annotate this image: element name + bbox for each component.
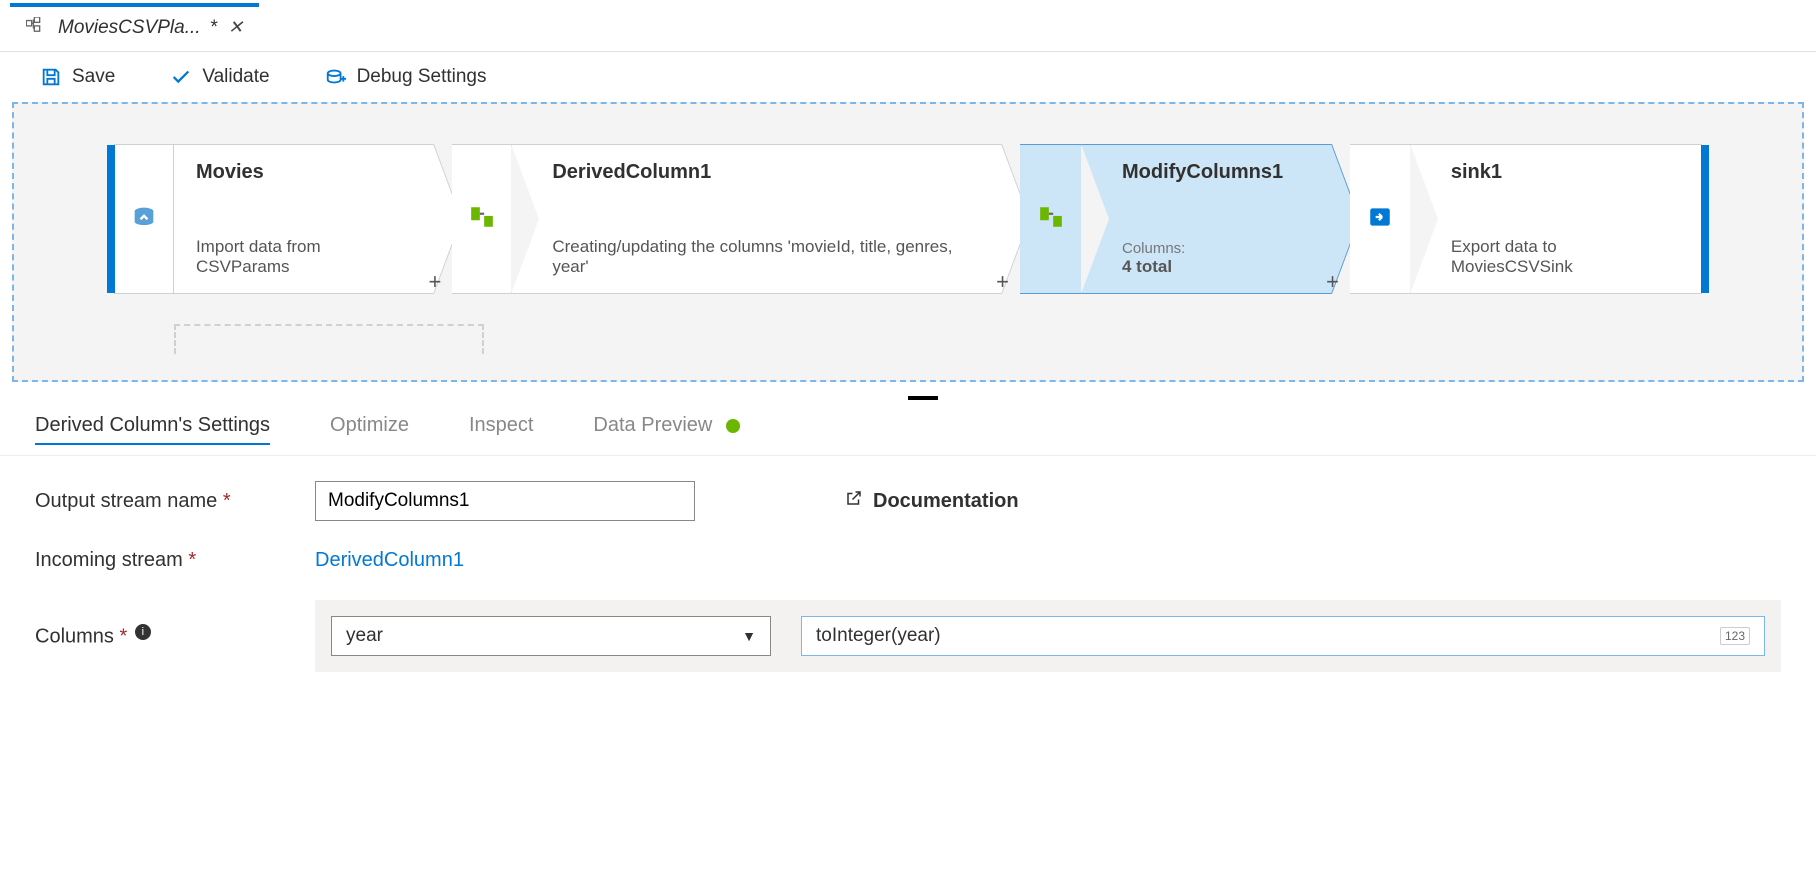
- node-sink1[interactable]: sink1 Export data to MoviesCSVSink: [1350, 144, 1702, 294]
- new-branch-placeholder[interactable]: [174, 324, 484, 354]
- validate-button[interactable]: Validate: [170, 66, 269, 88]
- active-tab[interactable]: MoviesCSVPla... * ✕: [10, 3, 259, 49]
- source-icon: [130, 203, 158, 236]
- derived-column-settings-panel: Output stream name * Documentation Incom…: [0, 456, 1816, 725]
- expression-value: toInteger(year): [816, 625, 941, 647]
- incoming-stream-label: Incoming stream *: [35, 549, 285, 572]
- required-indicator: *: [223, 490, 231, 512]
- columns-row: year ▼ toInteger(year) 123: [315, 600, 1781, 672]
- add-transform-button[interactable]: +: [1326, 269, 1339, 295]
- required-indicator: *: [188, 549, 196, 571]
- validate-label: Validate: [202, 66, 269, 88]
- node-title: sink1: [1451, 161, 1679, 184]
- tab-data-preview[interactable]: Data Preview: [593, 414, 740, 445]
- output-stream-name-label: Output stream name *: [35, 490, 285, 513]
- tab-optimize[interactable]: Optimize: [330, 414, 409, 445]
- derived-column-icon: [1038, 204, 1064, 235]
- save-icon: [40, 66, 62, 88]
- chevron-down-icon: ▼: [742, 628, 756, 644]
- debug-settings-button[interactable]: Debug Settings: [325, 66, 487, 88]
- documentation-link[interactable]: Documentation: [845, 489, 1019, 513]
- columns-label: Columns * i: [35, 624, 285, 649]
- node-title: DerivedColumn1: [552, 161, 979, 184]
- expression-input[interactable]: toInteger(year) 123: [801, 616, 1765, 656]
- tab-dirty-indicator: *: [211, 17, 218, 39]
- dataflow-icon: [26, 17, 48, 38]
- node-modifycolumns1[interactable]: ModifyColumns1 Columns: 4 total +: [1020, 144, 1332, 294]
- add-transform-button[interactable]: +: [428, 269, 441, 295]
- documentation-label: Documentation: [873, 490, 1019, 513]
- settings-tabs: Derived Column's Settings Optimize Inspe…: [0, 404, 1816, 456]
- toolbar: Save Validate Debug Settings: [0, 52, 1816, 102]
- columns-label: Columns:: [1122, 240, 1309, 257]
- node-subtitle: Import data from CSVParams: [196, 237, 411, 277]
- tab-data-preview-label: Data Preview: [593, 414, 712, 436]
- output-stream-name-input[interactable]: [315, 481, 695, 521]
- debug-active-indicator-icon: [726, 419, 740, 433]
- close-icon[interactable]: ✕: [228, 17, 243, 38]
- node-title: Movies: [196, 161, 411, 184]
- panel-splitter[interactable]: [0, 394, 1816, 404]
- save-button[interactable]: Save: [40, 66, 115, 88]
- sink-accent: [1701, 145, 1709, 293]
- add-transform-button[interactable]: +: [996, 269, 1009, 295]
- dataflow-canvas[interactable]: Movies Import data from CSVParams + Deri…: [12, 102, 1804, 382]
- columns-count: 4 total: [1122, 257, 1172, 276]
- node-title: ModifyColumns1: [1122, 161, 1309, 184]
- info-icon[interactable]: i: [135, 624, 151, 640]
- node-subtitle: Export data to MoviesCSVSink: [1451, 237, 1679, 277]
- sink-icon: [1367, 204, 1393, 235]
- source-accent: [107, 145, 115, 293]
- required-indicator: *: [119, 625, 127, 647]
- column-name-value: year: [346, 625, 383, 647]
- node-source-movies[interactable]: Movies Import data from CSVParams +: [114, 144, 434, 294]
- tab-inspect[interactable]: Inspect: [469, 414, 533, 445]
- derived-column-icon: [469, 204, 495, 235]
- debug-settings-icon: [325, 66, 347, 88]
- check-icon: [170, 66, 192, 88]
- tab-derived-settings[interactable]: Derived Column's Settings: [35, 414, 270, 445]
- column-name-dropdown[interactable]: year ▼: [331, 616, 771, 656]
- external-link-icon: [845, 489, 863, 513]
- save-label: Save: [72, 66, 115, 88]
- node-subtitle: Creating/updating the columns 'movieId, …: [552, 237, 979, 277]
- expression-type-badge: 123: [1720, 627, 1750, 645]
- debug-settings-label: Debug Settings: [357, 66, 487, 88]
- tab-title: MoviesCSVPla...: [58, 17, 201, 39]
- tab-bar: MoviesCSVPla... * ✕: [0, 0, 1816, 52]
- incoming-stream-value[interactable]: DerivedColumn1: [315, 549, 464, 572]
- node-derivedcolumn1[interactable]: DerivedColumn1 Creating/updating the col…: [452, 144, 1002, 294]
